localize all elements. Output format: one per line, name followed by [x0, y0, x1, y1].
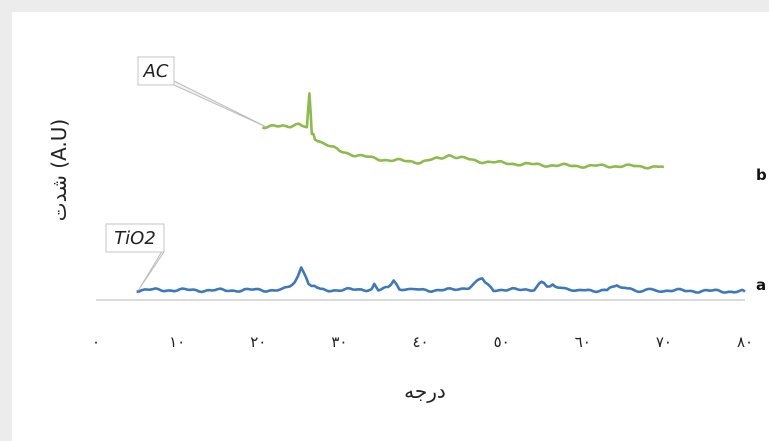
series-line-ac [262, 92, 665, 170]
callout-label-ac: AC [143, 61, 169, 82]
x-tick-label: ٢٠ [250, 333, 266, 351]
x-tick-label: ١٠ [169, 333, 185, 351]
callout-box [105, 223, 165, 253]
x-tick-label: ٠ [92, 333, 100, 351]
x-tick-label: ٧٠ [656, 333, 672, 351]
series-line-tio2 [136, 266, 746, 294]
series-group [136, 92, 746, 294]
callout-box [137, 56, 175, 86]
series-end-label: a [756, 276, 766, 294]
x-tick-label: ٥٠ [494, 333, 510, 351]
y-axis-label: شدت (A.U) [47, 119, 71, 221]
x-tick-label: ٨٠ [737, 333, 753, 351]
x-tick-label: ٣٠ [331, 333, 347, 351]
x-axis-label: درجه [404, 379, 446, 403]
callout-pointer [138, 247, 165, 291]
callouts: b AC a TiO2 [105, 56, 767, 294]
x-tick-label: ٤٠ [412, 333, 428, 351]
x-tick-label: ٦٠ [575, 333, 591, 351]
callout-pointer [173, 80, 267, 128]
x-axis-ticks: ٠ ١٠ ٢٠ ٣٠ ٤٠ ٥٠ ٦٠ ٧٠ ٨٠ [92, 333, 753, 351]
series-end-label: b [756, 166, 767, 184]
callout-label-tio2: TiO2 [114, 228, 156, 249]
